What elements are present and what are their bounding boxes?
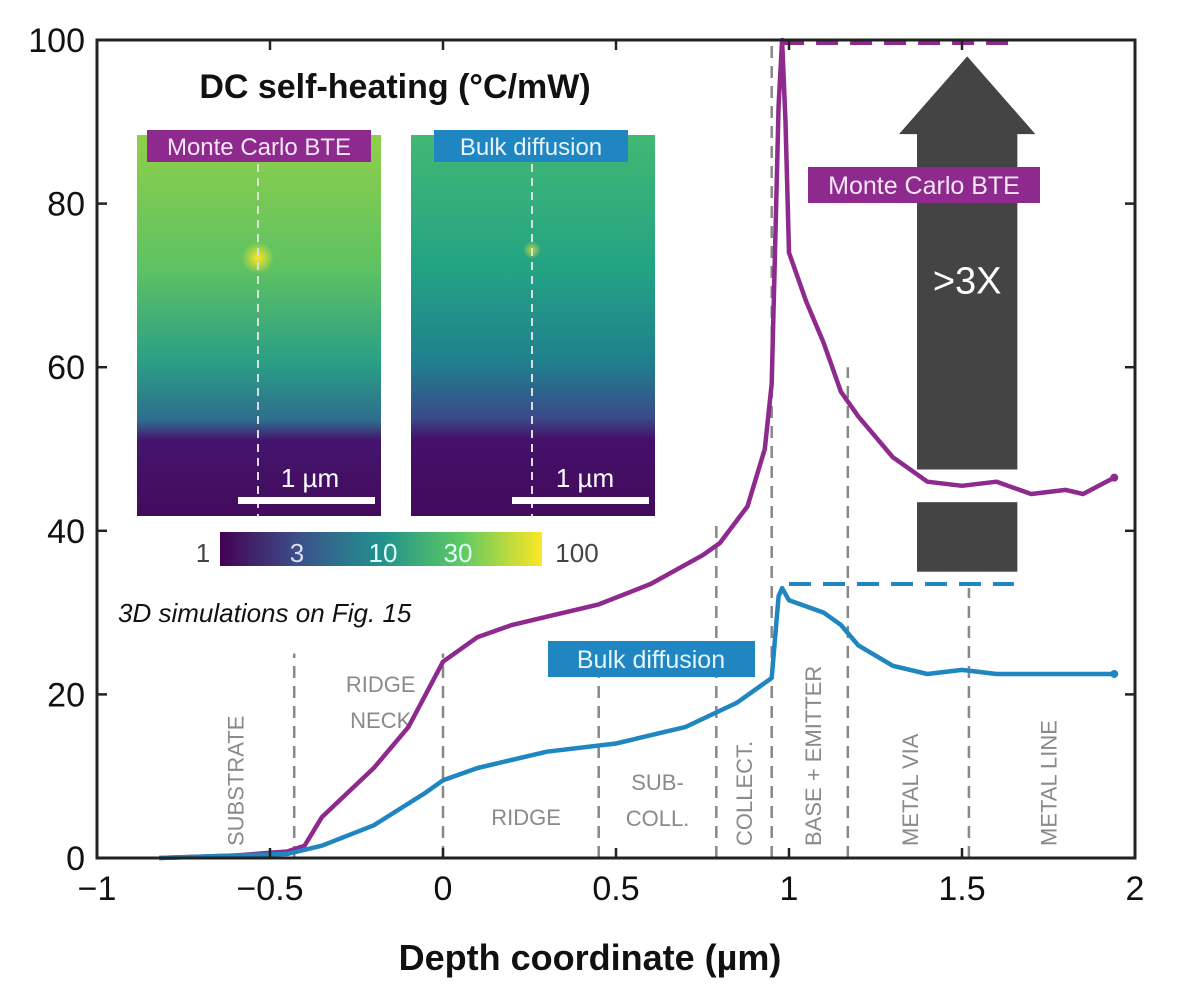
y-tick-label: 20 — [47, 676, 85, 714]
inset-label-mc: Monte Carlo BTE — [167, 134, 351, 161]
inset-label-bulk-bg — [434, 130, 628, 162]
x-tick-label: −1 — [78, 870, 117, 908]
region-label: RIDGE — [491, 805, 561, 830]
y-tick-label: 40 — [47, 513, 85, 551]
inset-title: DC self-heating (°C/mW) — [199, 68, 590, 106]
region-label: BASE + EMITTER — [801, 666, 826, 846]
x-tick-label: 0 — [434, 870, 453, 908]
colorbar-tick: 100 — [555, 538, 598, 568]
series-line-bulk-diffusion — [159, 585, 1115, 861]
series-lines — [159, 37, 1119, 861]
region-label: METAL VIA — [898, 733, 923, 846]
inset: DC self-heating (°C/mW) Monte Carlo BTE … — [118, 68, 655, 628]
region-label: SUBSTRATE — [223, 716, 248, 846]
region-label: SUB- — [631, 770, 684, 795]
bulk-series-label: Bulk diffusion — [577, 646, 725, 674]
y-tick-label: 80 — [47, 186, 85, 224]
series-end-point — [1110, 473, 1119, 482]
inset-label-mc-bg — [147, 130, 371, 162]
region-label: COLLECT. — [732, 741, 757, 846]
region-label: NECK — [350, 708, 411, 733]
inset-label-bulk: Bulk diffusion — [460, 134, 602, 161]
colorbar-tick: 3 — [290, 538, 304, 568]
ratio-label: >3X — [933, 261, 1002, 303]
colorbar-tick: 30 — [444, 538, 473, 568]
region-label: RIDGE — [346, 672, 416, 697]
x-tick-label: 1 — [780, 870, 799, 908]
arrow-tail-block — [917, 502, 1018, 572]
region-label: METAL LINE — [1037, 720, 1062, 846]
series-line-monte-carlo-bte — [159, 37, 1116, 861]
region-boundaries: SUBSTRATE RIDGE NECK RIDGE SUB- COLL. COLLECT.… — [223, 40, 1062, 858]
y-tick-label: 100 — [28, 22, 85, 60]
region-label: COLL. — [626, 806, 690, 831]
colorbar — [220, 532, 542, 566]
scalebar-label: 1 µm — [281, 463, 339, 493]
bulk-label-bg — [548, 641, 755, 677]
mc-series-label: Monte Carlo BTE — [828, 172, 1020, 200]
ratio-arrow: >3X — [899, 56, 1036, 572]
colorbar-tick: 10 — [369, 538, 398, 568]
arrow-shape — [899, 56, 1036, 470]
x-axis-label: Depth coordinate (µm) — [399, 937, 782, 978]
scalebar-label: 1 µm — [556, 463, 614, 493]
scalebar — [238, 497, 375, 504]
x-tick-label: 1.5 — [938, 870, 985, 908]
scalebar — [512, 497, 649, 504]
y-tick-label: 60 — [47, 349, 85, 387]
peak-reference-lines — [782, 41, 1014, 586]
x-tick-label: 2 — [1126, 870, 1145, 908]
inset-caption: 3D simulations on Fig. 15 — [118, 598, 412, 628]
colorbar-tick: 1 — [196, 538, 210, 568]
series-end-point — [1110, 669, 1119, 678]
mc-label-bg — [808, 167, 1040, 203]
x-tick-label: −0.5 — [236, 870, 303, 908]
inset-hotspot — [242, 242, 274, 274]
x-tick-label: 0.5 — [592, 870, 639, 908]
y-tick-label: 0 — [66, 840, 85, 878]
